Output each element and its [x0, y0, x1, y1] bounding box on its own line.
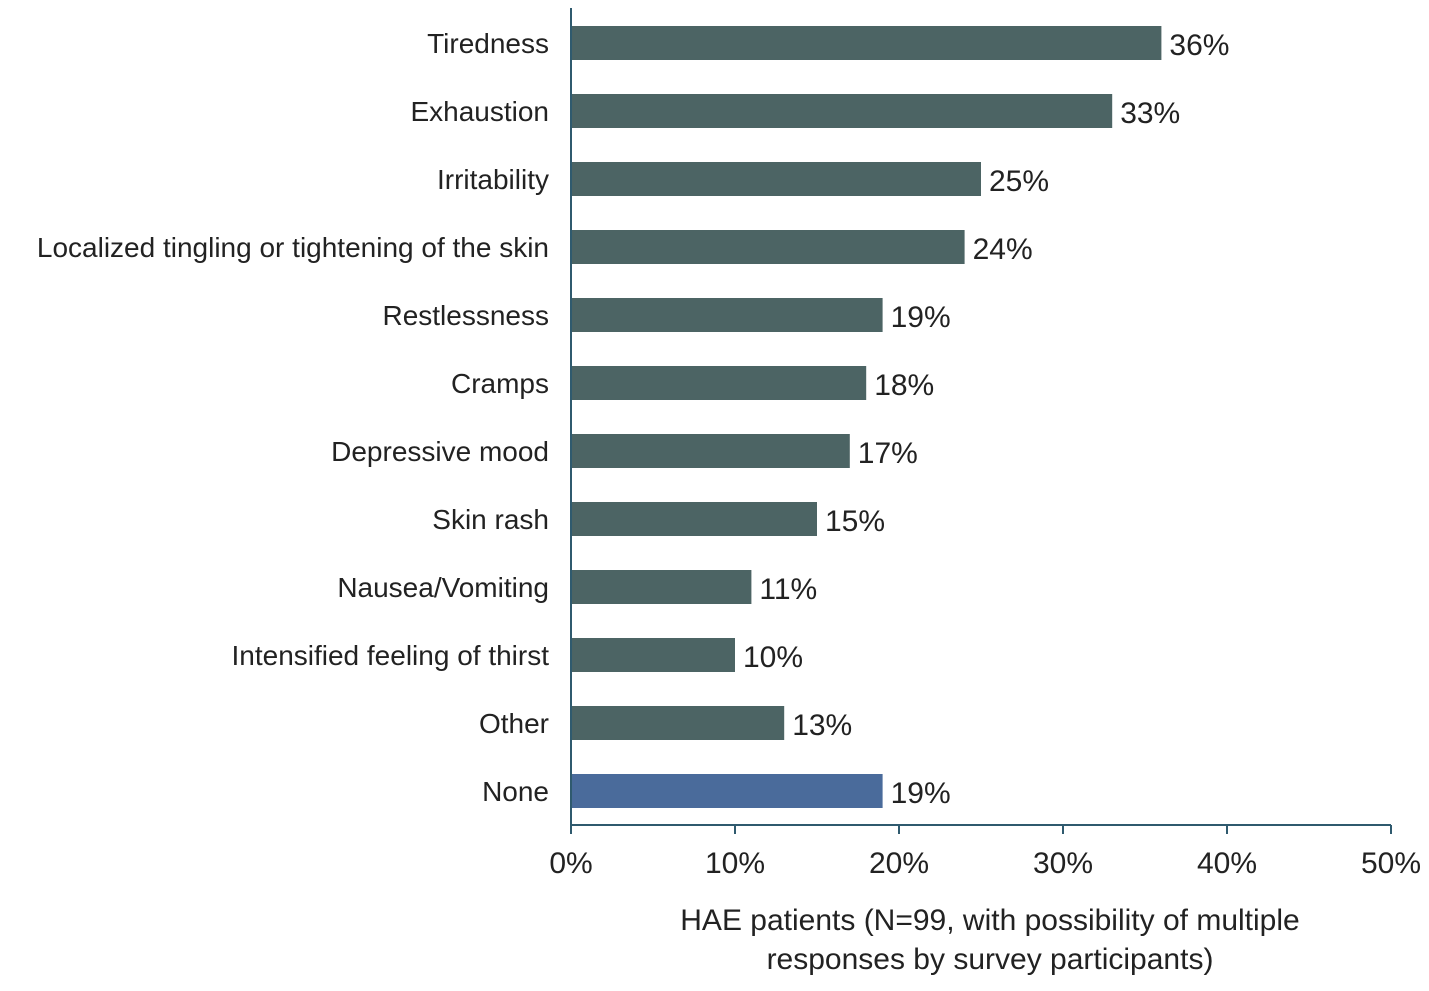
x-axis-title-line: responses by survey participants)	[767, 943, 1214, 976]
bar-0	[571, 26, 1162, 60]
category-label: Nausea/Vomiting	[337, 572, 549, 603]
value-label: 11%	[759, 573, 817, 606]
bar-4	[571, 298, 883, 332]
value-label: 19%	[891, 777, 951, 810]
bar-10	[571, 706, 785, 740]
value-label: 18%	[874, 369, 934, 402]
category-label: Localized tingling or tightening of the …	[37, 232, 549, 263]
value-label: 17%	[858, 437, 918, 470]
bar-5	[571, 366, 867, 400]
category-label: Intensified feeling of thirst	[231, 640, 549, 671]
category-label: Restlessness	[382, 300, 549, 331]
labels-layer: Tiredness 36% Exhaustion 33% Irritability 25%…	[37, 28, 1421, 976]
bar-8	[571, 570, 752, 604]
value-label: 15%	[825, 505, 885, 538]
axes	[570, 8, 1392, 834]
bar-6	[571, 434, 850, 468]
category-label: Skin rash	[432, 504, 549, 535]
x-tick-label: 40%	[1197, 847, 1257, 880]
bars-layer	[571, 26, 1162, 808]
category-label: Other	[479, 708, 549, 739]
x-tick-label: 20%	[869, 847, 929, 880]
x-tick-label: 30%	[1033, 847, 1093, 880]
category-label: None	[482, 776, 549, 807]
x-tick-label: 50%	[1361, 847, 1421, 880]
value-label: 36%	[1169, 29, 1229, 62]
value-label: 33%	[1120, 97, 1180, 130]
x-tick-label: 0%	[549, 847, 592, 880]
bar-2	[571, 162, 981, 196]
value-label: 25%	[989, 165, 1049, 198]
category-label: Irritability	[437, 164, 549, 195]
x-axis-title-line: HAE patients (N=99, with possibility of …	[680, 904, 1299, 937]
category-label: Exhaustion	[410, 96, 549, 127]
bar-11	[571, 774, 883, 808]
value-label: 24%	[973, 233, 1033, 266]
bar-3	[571, 230, 965, 264]
value-label: 13%	[792, 709, 852, 742]
value-label: 10%	[743, 641, 803, 674]
value-label: 19%	[891, 301, 951, 334]
category-label: Cramps	[451, 368, 549, 399]
bar-1	[571, 94, 1113, 128]
bar-9	[571, 638, 735, 672]
x-tick-label: 10%	[705, 847, 765, 880]
category-label: Depressive mood	[331, 436, 549, 467]
bar-7	[571, 502, 817, 536]
category-label: Tiredness	[427, 28, 549, 59]
